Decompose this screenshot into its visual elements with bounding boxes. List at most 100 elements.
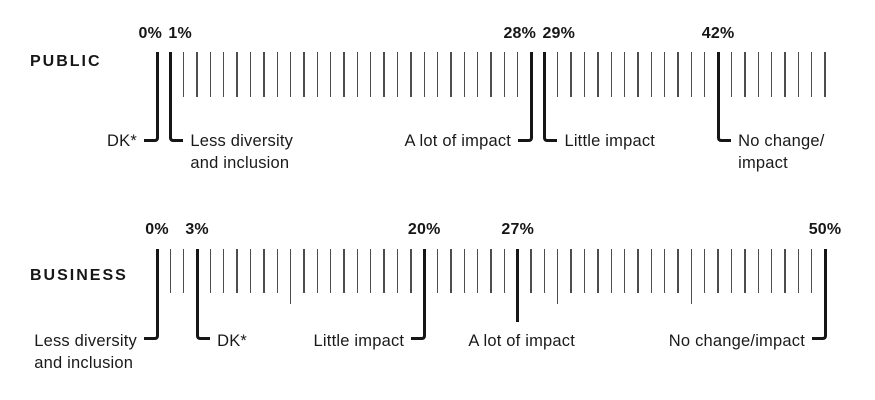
pct-label: 42%: [701, 25, 735, 42]
point-label-line: A lot of impact: [404, 132, 512, 150]
point-label: Little impact: [564, 130, 655, 152]
ruler-tick: [476, 249, 479, 293]
value-tick: [516, 249, 520, 322]
ruler-tick: [730, 52, 733, 97]
ruler-tick: [730, 249, 733, 293]
point-label: DK*: [217, 330, 247, 352]
ruler-tick: [583, 52, 586, 97]
point-label-line: impact: [738, 154, 788, 172]
ruler-tick: [690, 249, 693, 304]
point-label: Less diversity and inclusion: [190, 130, 293, 174]
point-label-line: No change/impact: [668, 332, 805, 350]
pct-label: 0%: [145, 221, 169, 238]
point-label-line: Little impact: [564, 132, 656, 150]
ruler-tick: [717, 249, 719, 293]
row-title: PUBLIC: [30, 53, 102, 70]
ruler-tick: [396, 52, 399, 97]
point-label: Less diversity and inclusion: [34, 330, 137, 374]
point-label-line: Little impact: [313, 332, 405, 350]
ruler-tick: [476, 52, 479, 97]
ruler-tick: [610, 249, 612, 293]
ruler-tick: [663, 249, 666, 293]
ruler-tick: [637, 52, 639, 97]
ruler-tick: [704, 52, 706, 97]
value-tick-elbow: [518, 52, 533, 142]
ruler-tick: [196, 52, 198, 97]
ruler-tick: [490, 52, 492, 97]
ruler-tick: [370, 249, 372, 293]
ruler-tick: [623, 249, 626, 293]
point-label-line: Less diversity: [34, 332, 137, 350]
ruler-tick: [236, 249, 238, 293]
point-label-line: and inclusion: [34, 354, 134, 372]
ruler-tick: [249, 249, 252, 293]
ruler-tick: [316, 249, 318, 293]
ruler-tick: [490, 249, 492, 293]
pct-label: 29%: [542, 25, 576, 42]
point-label-line: No change/: [738, 132, 825, 150]
ruler-tick: [744, 52, 746, 97]
ruler-tick: [637, 249, 639, 293]
point-label: A lot of impact: [468, 330, 575, 352]
value-tick-elbow: [411, 249, 426, 340]
ruler-tick: [744, 249, 746, 293]
value-tick-elbow: [195, 249, 211, 340]
ruler-tick: [503, 52, 506, 97]
ruler-tick: [663, 52, 666, 97]
ruler-tick: [557, 249, 559, 304]
ruler-tick: [770, 249, 773, 293]
ruler-tick: [276, 249, 278, 293]
ruler-tick: [757, 249, 759, 293]
pct-label: 50%: [808, 221, 842, 238]
value-tick-elbow: [168, 52, 184, 142]
ruler-tick: [183, 249, 185, 293]
ruler-tick: [810, 52, 813, 97]
ruler-tick: [169, 249, 172, 293]
value-tick-elbow: [812, 249, 827, 340]
point-label-line: DK*: [217, 332, 248, 350]
ruler-tick: [557, 52, 559, 97]
ruler-tick: [410, 249, 412, 293]
ruler-tick: [329, 52, 332, 97]
point-label-line: DK*: [107, 132, 137, 150]
ruler-tick: [436, 52, 439, 97]
pct-label: 27%: [501, 221, 535, 238]
ruler-tick: [797, 52, 799, 97]
ruler-tick: [623, 52, 626, 97]
ruler-tick: [356, 249, 359, 293]
ruler-tick: [343, 249, 345, 293]
ruler-tick: [276, 52, 278, 97]
ruler-tick: [610, 52, 612, 97]
ruler-tick: [450, 249, 452, 293]
ruler-tick: [303, 52, 305, 97]
ruler-tick: [329, 249, 332, 293]
value-tick-elbow: [716, 52, 732, 142]
ruler-tick: [543, 249, 546, 293]
ruler-tick: [570, 249, 572, 293]
ruler-tick: [690, 52, 693, 97]
pct-label: 28%: [503, 25, 537, 42]
ruler-tick: [303, 249, 305, 293]
ruler-tick: [570, 52, 572, 97]
ruler-tick: [183, 52, 185, 97]
ruler-tick: [784, 249, 786, 293]
ruler-tick: [784, 52, 786, 97]
point-label: A lot of impact: [404, 130, 511, 152]
ruler-tick: [704, 249, 706, 293]
value-tick-elbow: [144, 249, 159, 340]
point-label: DK*: [107, 130, 137, 152]
ruler-tick: [597, 249, 599, 293]
ruler-tick: [236, 52, 238, 97]
pct-label: 1%: [168, 25, 192, 42]
ruler-tick: [249, 52, 252, 97]
ruler-tick: [356, 52, 359, 97]
point-label: No change/impact: [669, 330, 805, 352]
ruler-tick: [450, 52, 452, 97]
ruler-tick: [770, 52, 773, 97]
ruler-tick: [423, 52, 425, 97]
ruler-tick: [530, 249, 532, 293]
ruler-tick: [677, 249, 679, 293]
ruler-tick: [263, 52, 265, 97]
point-label-line: and inclusion: [190, 154, 290, 172]
ruler-tick: [289, 52, 292, 97]
